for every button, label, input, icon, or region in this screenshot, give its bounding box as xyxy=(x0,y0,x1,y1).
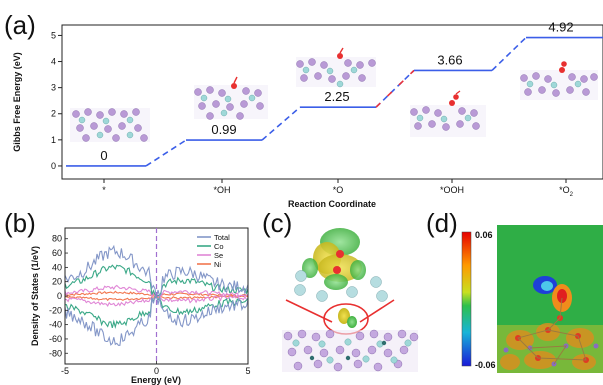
x-tick-label: *OOH xyxy=(440,185,464,195)
panel-b-x-ticks: -5 0 5 xyxy=(61,361,251,376)
y-tick-label: 0 xyxy=(57,291,62,301)
y-tick-label: 5 xyxy=(51,30,56,40)
colorbar-min-label: -0.06 xyxy=(475,360,496,370)
y-tick-label: 3 xyxy=(51,83,56,93)
step-connector xyxy=(375,69,415,108)
oxygen-atom xyxy=(231,83,237,89)
y-tick-label: -60 xyxy=(49,334,62,344)
slab-structure-o2 xyxy=(520,61,598,100)
colorbar-max-label: 0.06 xyxy=(475,230,493,240)
zoom-line-left xyxy=(285,299,333,323)
y-tick-label: -20 xyxy=(49,305,62,315)
x-tick-label: *OH xyxy=(213,185,230,195)
slab-structure-oh xyxy=(194,76,268,120)
surface-slab xyxy=(282,308,419,372)
panel-a-x-ticks: * *OH *O *OOH *O2 xyxy=(102,179,574,198)
zoom-line-right xyxy=(359,299,395,323)
step-connector xyxy=(145,139,187,167)
x-tick-label-sub: 2 xyxy=(570,192,574,198)
panel-a-x-axis-label: Reaction Coordinate xyxy=(288,199,376,209)
y-tick-label: 0 xyxy=(51,161,56,171)
y-tick-label: -40 xyxy=(49,320,62,330)
y-tick-label: -80 xyxy=(49,348,62,358)
slab-structure-o xyxy=(296,47,376,88)
legend-label: Ni xyxy=(214,260,221,269)
panel-label-a: (a) xyxy=(4,10,36,40)
panel-c-charge-density xyxy=(282,228,419,372)
slab-structure-ooh xyxy=(410,90,486,137)
x-tick-label: 0 xyxy=(154,366,159,376)
panel-a-connectors xyxy=(145,36,527,167)
panel-label-c: (c) xyxy=(262,208,292,238)
panel-a-value-labels: 0 0.99 2.25 3.66 4.92 xyxy=(100,20,573,163)
y-tick-label: 20 xyxy=(52,277,62,287)
slab-structure-clean xyxy=(70,108,150,142)
oxygen-atom xyxy=(449,100,455,106)
y-tick-label: 60 xyxy=(52,248,62,258)
panel-label-d: (d) xyxy=(426,208,458,238)
oxygen-atom xyxy=(337,53,343,59)
legend-label: Total xyxy=(214,233,230,242)
y-tick-label: 2 xyxy=(51,109,56,119)
panel-b-x-axis-label: Energy (eV) xyxy=(131,375,181,385)
adsorbate-charge-lobes xyxy=(294,228,388,302)
x-tick-label: * xyxy=(102,185,106,195)
panel-a-y-axis-label: Gibbs Free Energy (eV) xyxy=(12,52,22,152)
x-tick-label: *O2 xyxy=(559,185,574,198)
y-tick-label: 4 xyxy=(51,57,56,67)
panel-b-y-ticks: 80 60 40 20 0 -20 -40 -60 -80 xyxy=(49,234,68,358)
x-tick-label: *O xyxy=(333,185,344,195)
step-connector xyxy=(261,106,301,141)
energy-value-label: 2.25 xyxy=(324,89,349,104)
energy-value-label: 4.92 xyxy=(548,20,573,35)
oxygen-atom xyxy=(559,67,565,73)
panel-a-levels xyxy=(66,36,603,167)
y-tick-label: 80 xyxy=(52,234,62,244)
panel-a-plot-frame xyxy=(61,24,603,180)
panel-a-y-ticks: 0 1 2 3 4 5 xyxy=(51,30,62,171)
panel-d-potential-map: 0.06 -0.06 xyxy=(461,225,603,373)
energy-value-label: 0.99 xyxy=(211,122,236,137)
panel-label-b: (b) xyxy=(4,208,36,238)
x-tick-label: 5 xyxy=(245,366,250,376)
y-tick-label: 1 xyxy=(51,135,56,145)
panel-b-y-axis-label: Density of States (1/eV) xyxy=(30,246,40,346)
oxygen-atom xyxy=(453,94,459,100)
x-tick-label-main: *O xyxy=(559,185,570,195)
colorbar xyxy=(461,231,472,367)
potential-map-image xyxy=(497,225,603,373)
x-tick-label: -5 xyxy=(61,366,69,376)
y-tick-label: 40 xyxy=(52,262,62,272)
energy-value-label: 3.66 xyxy=(437,52,462,67)
step-connector xyxy=(491,36,527,71)
energy-value-label: 0 xyxy=(100,148,107,163)
legend-label: Se xyxy=(214,251,223,260)
legend-label: Co xyxy=(214,242,224,251)
oxygen-atom xyxy=(561,61,567,67)
